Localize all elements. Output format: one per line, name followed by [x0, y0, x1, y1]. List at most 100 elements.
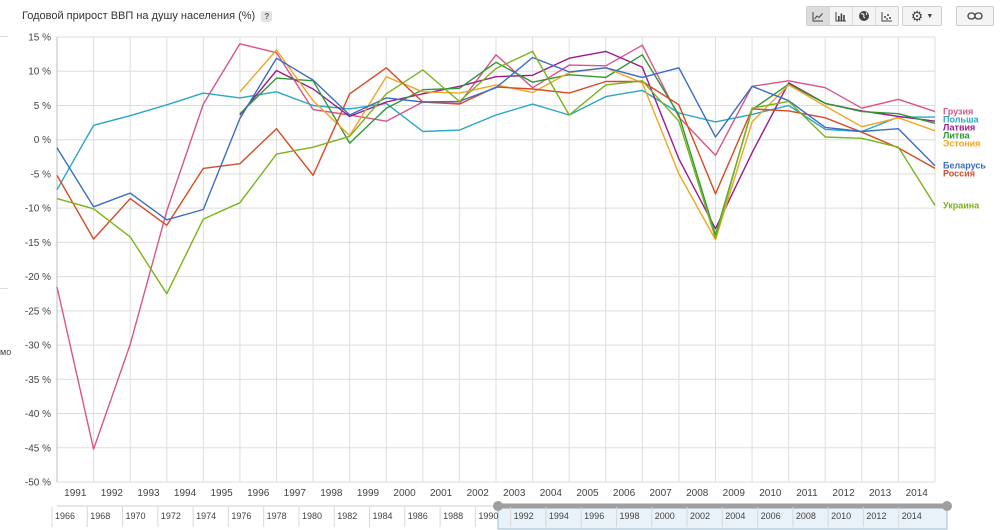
y-tick-label: -10 %	[25, 204, 51, 215]
timeline-year-label: 2012	[866, 511, 886, 521]
timeline-year-label: 2008	[796, 511, 816, 521]
link-icon	[967, 12, 983, 20]
timeline-end-handle[interactable]	[942, 501, 952, 511]
legend-label: Украина	[943, 200, 980, 210]
timeline-year-label: 1972	[161, 511, 181, 521]
series-line	[56, 89, 935, 191]
y-tick-label: -40 %	[25, 409, 51, 420]
left-panel-divider	[0, 36, 8, 37]
timeline-year-label: 1968	[90, 511, 110, 521]
x-tick-label: 2008	[686, 488, 709, 499]
legend-label: Россия	[943, 169, 975, 179]
timeline-year-label: 1986	[408, 511, 428, 521]
y-tick-label: -15 %	[25, 238, 51, 249]
x-tick-label: 2009	[723, 488, 746, 499]
legend-label: Эстония	[943, 139, 980, 149]
y-tick-label: -35 %	[25, 375, 51, 386]
timeline-year-label: 2014	[902, 511, 922, 521]
grid	[56, 36, 936, 483]
x-tick-label: 1999	[357, 488, 380, 499]
x-tick-label: 1991	[64, 488, 87, 499]
legend-label: Беларусь	[943, 161, 986, 171]
x-tick-label: 1994	[174, 488, 197, 499]
x-tick-label: 1995	[211, 488, 234, 499]
bar-chart-icon	[835, 11, 846, 21]
timeline-year-label: 1970	[126, 511, 146, 521]
legend-label: Польша	[943, 115, 979, 125]
timeline-year-label: 1996	[584, 511, 604, 521]
settings-button[interactable]: ⚙ ▼	[903, 7, 941, 25]
timeline-year-label: 1966	[55, 511, 75, 521]
y-tick-label: -5 %	[30, 169, 51, 180]
timeline-start-handle[interactable]	[493, 501, 503, 511]
x-tick-label: 2002	[467, 488, 490, 499]
chart-title: Годовой прирост ВВП на душу населения (%…	[22, 10, 256, 22]
y-tick-label: 15 %	[28, 33, 51, 44]
x-tick-label: 2012	[832, 488, 855, 499]
timeline-year-label: 2000	[655, 511, 675, 521]
series-line	[56, 50, 936, 295]
timeline-year-label: 1992	[514, 511, 534, 521]
timeline-year-label: 1988	[443, 511, 463, 521]
globe-map-icon	[859, 11, 869, 21]
x-tick-label: 2007	[650, 488, 673, 499]
y-axis: 15 % 10 % 5 % 0 % -5 % -10 % -15 % -20 % -25 % -3…	[25, 33, 51, 489]
x-tick-label: 2006	[613, 488, 636, 499]
series-line	[239, 49, 936, 241]
timeline-year-label: 1998	[619, 511, 639, 521]
bar-chart-view-button[interactable]	[830, 7, 853, 25]
y-tick-label: 10 %	[28, 67, 51, 78]
timeline-year-label: 1978	[267, 511, 287, 521]
legend-label: Литва	[943, 131, 971, 141]
series-line	[56, 56, 936, 221]
x-tick-label: 2013	[869, 488, 892, 499]
gear-icon: ⚙	[910, 8, 924, 24]
left-panel-text-fragment: мо	[0, 347, 12, 357]
timeline-year-label: 2004	[725, 511, 745, 521]
x-tick-label: 1993	[137, 488, 160, 499]
map-view-button[interactable]	[853, 7, 876, 25]
view-switcher	[806, 6, 899, 26]
timeline-slider[interactable]: 1966 1968 1970 1972 1974 1976 1978 1980 1982 1984…	[51, 501, 952, 530]
x-tick-label: 2000	[393, 488, 416, 499]
timeline-year-label: 2006	[761, 511, 781, 521]
x-tick-label: 2003	[503, 488, 526, 499]
legend-label: Грузия	[943, 107, 973, 117]
x-tick-label: 1997	[284, 488, 307, 499]
timeline-year-label: 2002	[690, 511, 710, 521]
scatter-view-button[interactable]	[876, 7, 898, 25]
timeline-year-label: 1974	[196, 511, 216, 521]
y-tick-label: 0 %	[34, 135, 51, 146]
chevron-down-icon: ▼	[926, 12, 934, 20]
x-tick-label: 2014	[906, 488, 929, 499]
timeline-year-label: 2010	[831, 511, 851, 521]
link-group	[956, 6, 994, 26]
share-link-button[interactable]	[957, 7, 993, 25]
x-tick-label: 2001	[430, 488, 453, 499]
help-icon[interactable]: ?	[261, 10, 273, 22]
scatter-chart-icon	[881, 11, 892, 21]
x-tick-label: 2010	[759, 488, 782, 499]
timeline-year-label: 1982	[337, 511, 357, 521]
left-panel-divider	[0, 288, 8, 289]
line-chart-view-button[interactable]	[807, 7, 830, 25]
timeline-year-label: 1976	[231, 511, 251, 521]
x-tick-label: 1996	[247, 488, 270, 499]
legend-label: Латвия	[943, 123, 975, 133]
settings-group: ⚙ ▼	[902, 6, 942, 26]
timeline-year-label: 1990	[478, 511, 498, 521]
series-line	[239, 54, 936, 236]
x-axis: 1991 1992 1993 1994 1995 1996 1997 1998 1999 2000…	[64, 488, 928, 499]
y-tick-label: -45 %	[25, 443, 51, 454]
y-tick-label: 5 %	[34, 101, 51, 112]
x-tick-label: 1998	[320, 488, 343, 499]
y-tick-label: -30 %	[25, 341, 51, 352]
series-lines	[56, 43, 936, 450]
timeline-year-label: 1984	[373, 511, 393, 521]
y-tick-label: -25 %	[25, 306, 51, 317]
x-tick-label: 1992	[101, 488, 124, 499]
x-tick-label: 2011	[796, 488, 818, 499]
timeline-year-label: 1980	[302, 511, 322, 521]
